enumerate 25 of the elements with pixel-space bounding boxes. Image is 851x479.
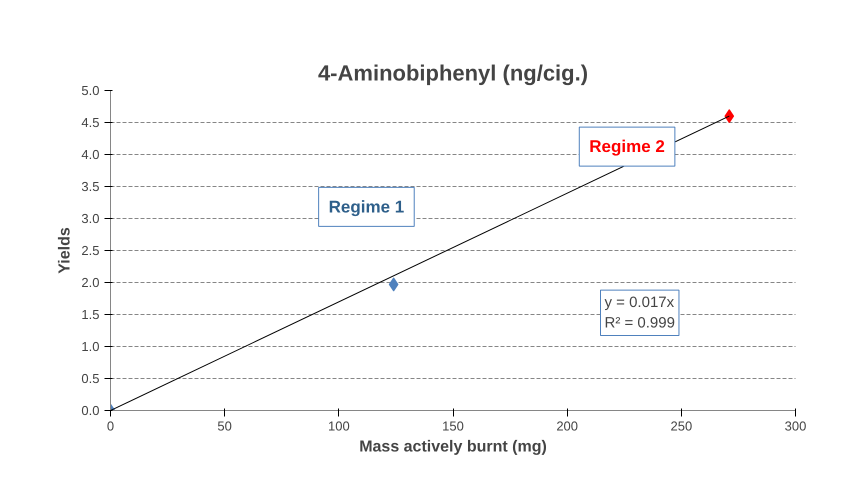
x-tick-label: 0: [106, 418, 114, 434]
y-tick-label: 2.0: [81, 275, 100, 290]
x-tick-label: 250: [670, 418, 692, 434]
y-tick-label: 0.0: [81, 403, 100, 418]
x-tick-label: 50: [217, 418, 232, 434]
x-axis-title: Mass actively burnt (mg): [359, 438, 547, 456]
text: Regime 2: [589, 137, 665, 156]
x-tick-label: 300: [784, 418, 806, 434]
y-tick-label: 5.0: [81, 83, 100, 98]
y-tick-label: 2.5: [81, 243, 100, 258]
annotation: y = 0.017x: [604, 294, 675, 312]
y-tick-label: 1.5: [81, 307, 100, 322]
y-tick-label: 3.5: [81, 179, 100, 194]
y-tick-label: 4.0: [81, 147, 100, 162]
x-tick-label: 200: [556, 418, 578, 434]
y-tick-label: 0.5: [81, 371, 100, 386]
y-axis-title: Yields: [56, 227, 74, 274]
chart-title: 4-Aminobiphenyl (ng/cig.): [318, 60, 588, 86]
y-tick-label: 4.5: [81, 115, 100, 130]
y-tick-label: 3.0: [81, 211, 100, 226]
text: Regime 1: [328, 197, 404, 216]
x-tick-label: 100: [328, 418, 350, 434]
y-tick-label: 1.0: [81, 339, 100, 354]
x-tick-label: 150: [442, 418, 464, 434]
annotation: R² = 0.999: [604, 314, 675, 332]
